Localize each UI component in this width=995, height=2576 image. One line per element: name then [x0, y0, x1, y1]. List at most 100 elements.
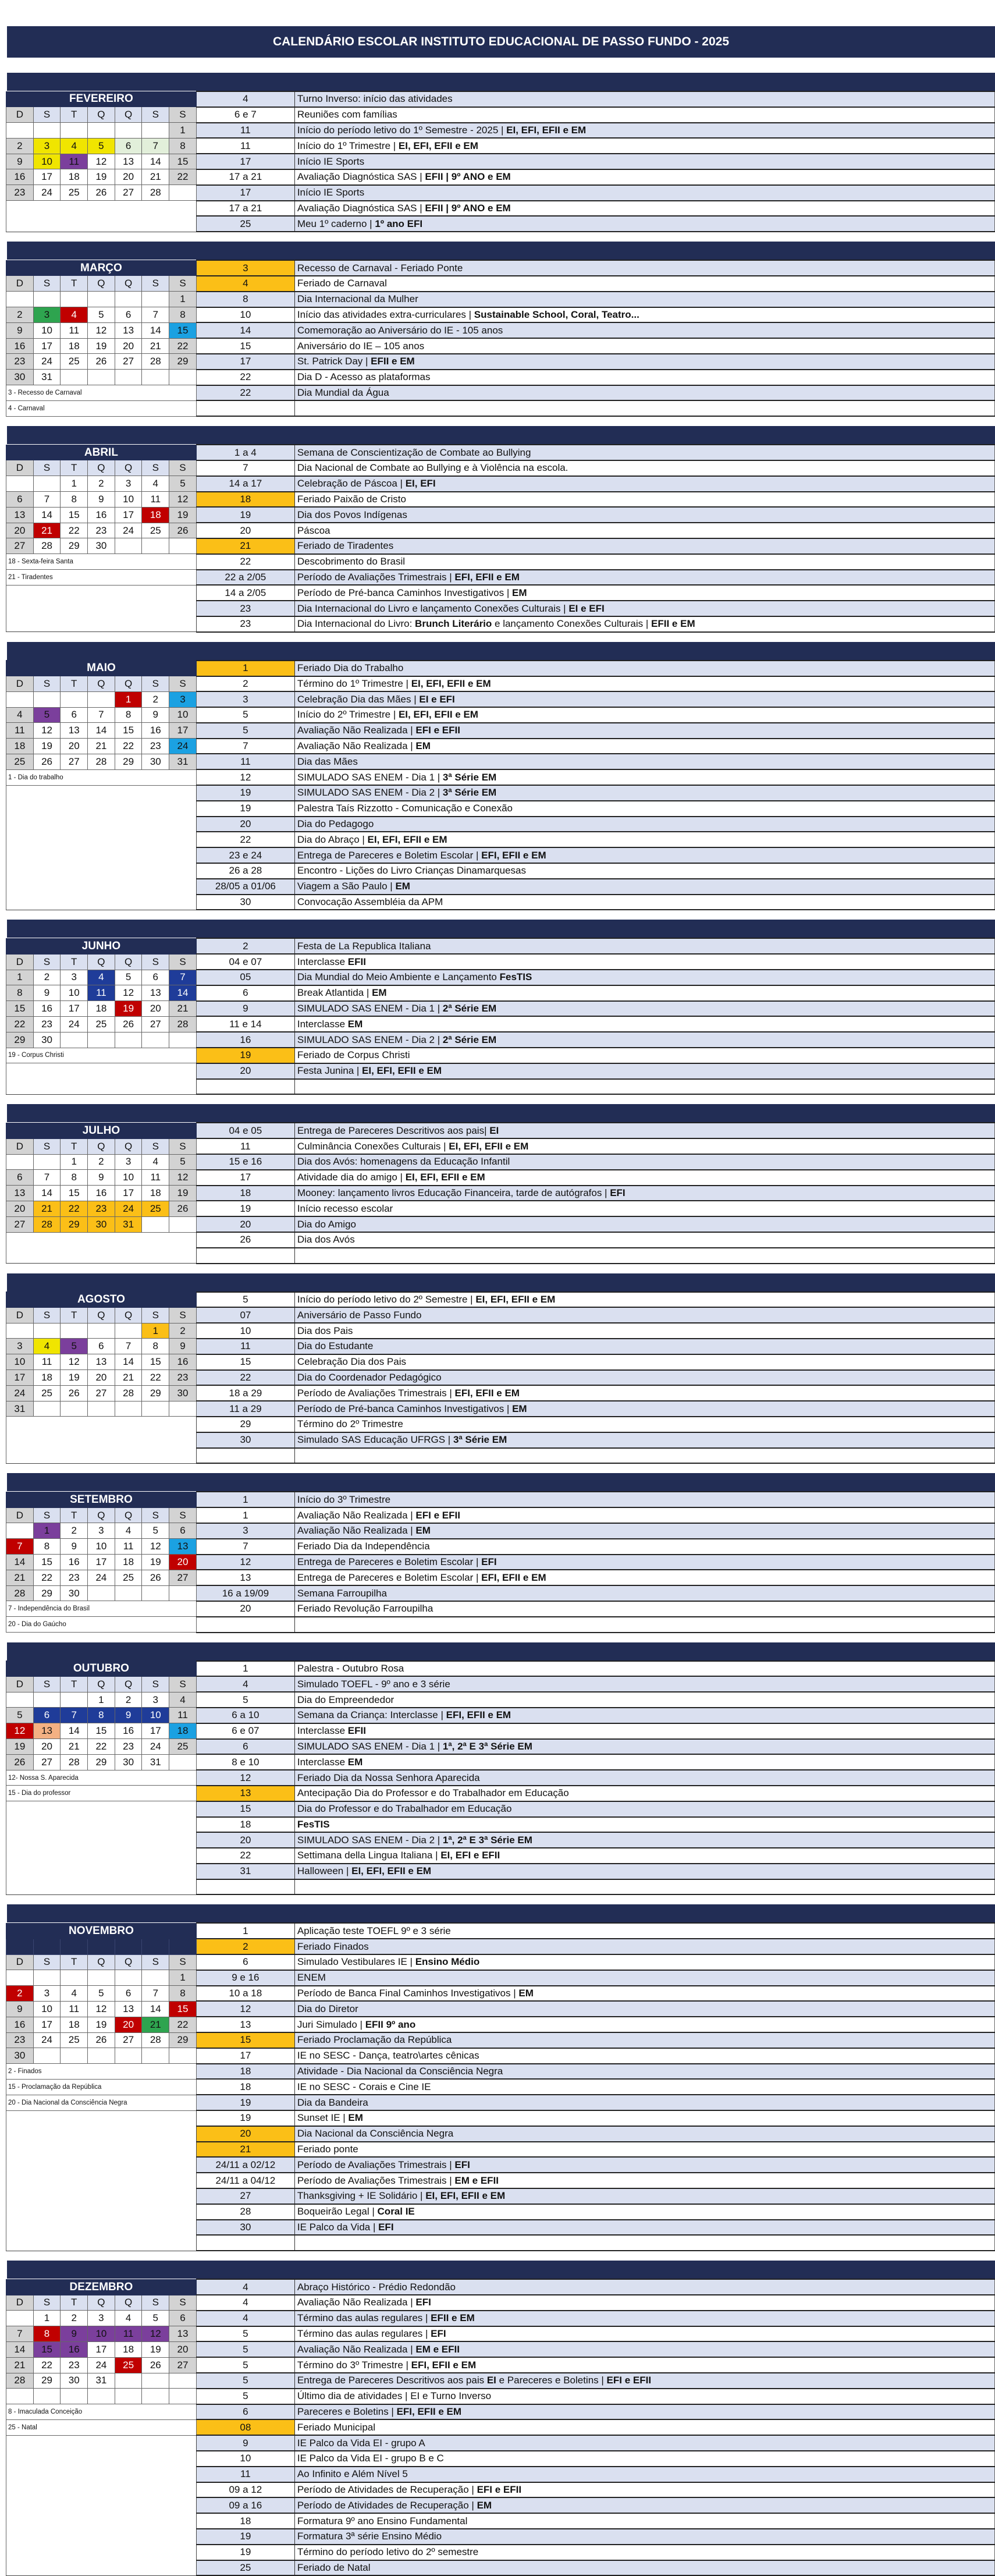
empty-day-cell: [169, 1031, 197, 1048]
event-description: Feriado Municipal: [294, 2419, 995, 2436]
weekday-label: T: [60, 460, 88, 477]
event-description: Feriado ponte: [294, 2141, 995, 2158]
day-cell: 29: [169, 353, 197, 370]
weekday-label: D: [6, 275, 34, 292]
day-cell: 13: [33, 1723, 61, 1740]
event-text: Boqueirão Legal |: [297, 2206, 378, 2217]
day-cell: 6: [33, 1707, 61, 1724]
month-block-agosto: AGOSTO 5 Início do período letivo do 2º Se…: [0, 1273, 995, 1464]
legend-note: 25 - Natal: [6, 2419, 197, 2436]
day-cell: 20: [6, 522, 34, 539]
calendar-row: MARÇO 3 Recesso de Carnaval - Feriado Pont…: [6, 260, 995, 276]
event-audience: EM e EFII: [454, 2174, 499, 2186]
day-cell: 1: [169, 122, 197, 139]
month-name: NOVEMBRO: [6, 1922, 197, 1939]
event-text: Dia Internacional da Mulher: [297, 293, 418, 305]
day-cell: 10: [114, 1169, 143, 1186]
event-text: Dia Internacional do Livro:: [297, 618, 415, 630]
calendar-row: 19 Palestra Taís Rizzotto - Comunicação e…: [6, 800, 995, 817]
calendar-row: 31 11 a 29 Período de Pré-banca Caminhos I…: [6, 1400, 995, 1417]
empty-day-cell: [33, 476, 61, 492]
event-date: 5: [196, 1291, 295, 1308]
event-audience: EFI, EFII e EM: [411, 2359, 477, 2371]
calendar-row: [6, 1447, 995, 1464]
event-description: Dia do Diretor: [294, 2000, 995, 2018]
empty-day-cell: [141, 1031, 170, 1048]
day-cell: 13: [6, 1185, 34, 1201]
calendar-row: 20 Dia do Pedagogo: [6, 815, 995, 833]
day-cell: 20: [141, 1000, 170, 1017]
event-text: Feriado ponte: [297, 2144, 358, 2155]
event-description: Celebração Dia das Mães | EI e EFI: [294, 691, 995, 708]
event-audience: EFI e EFII: [606, 2375, 652, 2386]
empty-cell: [6, 2157, 197, 2173]
day-cell: 30: [87, 538, 115, 555]
day-cell: 25: [60, 184, 88, 201]
calendar-row: D S T Q Q S S 2 Término do 1º Trimestre | EI, EF…: [6, 675, 995, 693]
day-cell: 17: [87, 1554, 115, 1570]
event-text: Período de Atividades de Recuperação |: [297, 2499, 477, 2511]
weekday-label: S: [33, 460, 61, 477]
day-cell: 12: [169, 491, 197, 508]
event-text: Período de Avaliações Trimestrais |: [297, 2174, 455, 2186]
empty-day-cell: [141, 2388, 170, 2405]
day-cell: 10: [141, 1707, 170, 1724]
empty-cell: [6, 894, 197, 910]
event-description: Recesso de Carnaval - Feriado Ponte: [294, 260, 995, 276]
event-audience: EM: [415, 740, 431, 752]
event-date: 12: [196, 1769, 295, 1786]
day-cell: 16: [6, 169, 34, 186]
day-cell: 31: [87, 2372, 115, 2389]
event-text: Interclasse: [297, 1018, 348, 1030]
month-block-setembro: SETEMBRO 1 Início do 3º Trimestre D S T Q Q S S 1 A…: [0, 1473, 995, 1633]
calendar-row: 15 16 17 18 19 20 21 9 SIMULADO SAS ENEM - Dia 1…: [6, 1000, 995, 1017]
event-date: 4: [196, 2294, 295, 2311]
event-date: 19: [196, 785, 295, 801]
empty-day-cell: [141, 2048, 170, 2064]
empty-cell: [6, 816, 197, 832]
event-audience: 1ª, 2ª E 3ª Série EM: [442, 1740, 532, 1752]
event-text: Avaliação Não Realizada |: [297, 725, 416, 736]
event-description: Simulado SAS Educação UFRGS | 3ª Série E…: [294, 1431, 995, 1449]
calendar-row: 17 a 21 Avaliação Diagnóstica SAS | EFII …: [6, 200, 995, 217]
empty-day-cell: [141, 122, 170, 139]
calendar-row: 20 - Dia Nacional da Consciência Negra 19…: [6, 2094, 995, 2112]
day-cell: 14: [141, 2000, 170, 2017]
day-cell: 4: [6, 707, 34, 723]
event-description: Início IE Sports: [294, 184, 995, 201]
day-cell: 6: [6, 491, 34, 508]
day-cell: 23: [87, 1200, 115, 1217]
event-description: Celebração Dia dos Pais: [294, 1353, 995, 1371]
empty-cell: [6, 2482, 197, 2498]
event-date: 6: [196, 1954, 295, 1971]
day-cell: 6: [169, 2310, 197, 2327]
calendar-row: 14 a 2/05 Período de Pré-banca Caminhos I…: [6, 584, 995, 602]
legend-note: 15 - Dia do professor: [6, 1785, 197, 1802]
calendar-row: 21 22 23 24 25 26 27 13 Entrega de Pareceres e B…: [6, 1569, 995, 1587]
event-description: Feriado Paixão de Cristo: [294, 491, 995, 508]
calendar-row: 14 15 16 17 18 19 20 5 Avaliação Não Realizada |…: [6, 2341, 995, 2358]
day-cell: 17: [6, 1369, 34, 1386]
day-cell: 12: [87, 322, 115, 339]
day-cell: 30: [6, 2048, 34, 2064]
empty-day-cell: [141, 538, 170, 555]
event-description: Dia dos Povos Indígenas: [294, 506, 995, 524]
event-description: Culminância Conexões Culturais | EI, EFI…: [294, 1138, 995, 1155]
event-date: 15: [196, 1800, 295, 1818]
event-text: Sunset IE |: [297, 2112, 349, 2124]
event-date: 10: [196, 2450, 295, 2467]
event-description: Dia do Empreendedor: [294, 1691, 995, 1708]
weekday-label: Q: [87, 1676, 115, 1693]
day-cell: 3: [141, 1691, 170, 1708]
day-cell: 25: [60, 2032, 88, 2049]
calendar-row: 26 a 28 Encontro - Lições do Livro Crianç…: [6, 863, 995, 879]
empty-day-cell: [141, 1585, 170, 1602]
day-cell: 8: [6, 985, 34, 1002]
day-cell: 18: [114, 1554, 143, 1570]
event-text: Comemoração ao Aniversário do IE - 105 a…: [297, 324, 503, 336]
empty-day-cell: [114, 291, 143, 308]
weekday-label: D: [6, 676, 34, 692]
day-cell: 18: [87, 1000, 115, 1017]
calendar-row: 6 7 8 9 10 11 12 17 Atividade dia do amigo | EI,…: [6, 1169, 995, 1186]
event-description: IE Palco da Vida | EFI: [294, 2219, 995, 2236]
